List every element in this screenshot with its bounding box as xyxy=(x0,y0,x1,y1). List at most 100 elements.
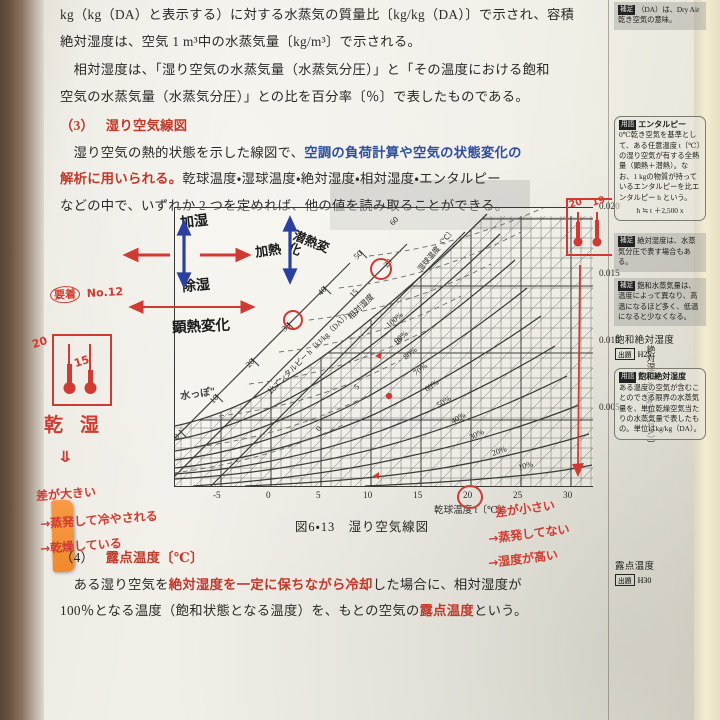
long-red-arrow-svg xyxy=(572,265,584,477)
paragraph-1: kg（kg（DA）と表示する）に対する水蒸気の質量比〔kg/kg（DA）〕で示さ… xyxy=(60,2,600,55)
sidebar-topic-2-exam: 出題 H30 xyxy=(615,573,705,586)
ytick-0015: 0.015 xyxy=(599,268,620,278)
sidebar-note-5: 用語 飽和絶対湿度 ある温度の空気が含むことのできる限界の水蒸気量を、単位乾燥空気… xyxy=(614,368,706,440)
sidebar-note-2: 用語 エンタルピー 0℃乾き空気を基準として、ある任意温度 t〔℃〕の湿り空気が有… xyxy=(614,115,706,222)
sidebar-note-5-heading: 飽和絶対湿度 xyxy=(638,372,687,382)
sidebar-note-2-heading: エンタルピー xyxy=(638,119,687,129)
text-run: という。 xyxy=(473,603,528,618)
sidebar-note-5-tag: 用語 xyxy=(619,372,637,383)
x-axis-title: 乾球温度 t〔℃〕 xyxy=(434,505,508,516)
chart-plot-area: 100% 90% 80% 70% 60% 50% 40% 30% 20% 10%… xyxy=(174,207,593,487)
text-line: 相対湿度は、「湿り空気の水蒸気量（水蒸気分圧）」と「その温度における飽和 xyxy=(60,62,550,77)
sidebar-note-2-head: 用語 エンタルピー xyxy=(619,119,701,131)
ytick-0010: 0.010 xyxy=(599,335,620,345)
red-arrows xyxy=(122,247,256,314)
xtick-m5: -5 xyxy=(213,490,221,500)
enthalpy-label-0: 0 xyxy=(175,431,181,441)
thermometer-dry xyxy=(63,344,76,394)
xtick-25: 25 xyxy=(513,490,523,500)
text-run: 乾球温度・湿球温度・絶対湿度・相対湿度・エンタルピー xyxy=(182,171,501,186)
text-run: 湿り空気の熱的状態を示した線図で、 xyxy=(60,144,305,160)
section-3-line-3: などの中で、いずれか 2 つを定めれば、他の値を読み取ることができる。 xyxy=(60,197,509,213)
thermometer-wet xyxy=(84,344,97,394)
column-divider xyxy=(608,0,609,720)
annot-ref-circle: 要着 xyxy=(49,285,81,304)
thermometer-wet-right xyxy=(592,212,602,247)
annotation-arrows-svg xyxy=(122,215,298,314)
red-marker-1 xyxy=(375,352,382,359)
sidebar-topic-2-badge: 出題 xyxy=(615,573,635,586)
text-run: 100％となる温度（飽和状態となる温度）を、もとの空気の xyxy=(60,603,420,618)
text-run-red: 露点温度 xyxy=(419,603,474,618)
section-3-heading: （3） 湿り空気線図 xyxy=(60,113,600,140)
section-3-number: （3） xyxy=(60,118,95,133)
figure-caption: 図6・13 湿り空気線図 xyxy=(295,520,429,534)
sidebar-topic-2-title: 露点温度 xyxy=(615,561,655,572)
text-run-blue: 空調の負荷計算や空気の状態変化の xyxy=(304,144,522,160)
sidebar-note-2-text: 0℃乾き空気を基準として、ある任意温度 t〔℃〕の湿り空気が有する全熱量（顕熱＋… xyxy=(619,130,700,202)
sidebar-note-2-formula: h ≒ t ＋2,500 x xyxy=(636,206,684,216)
section-3-line-2: 解析に用いられる。乾球温度・湿球温度・絶対湿度・相対湿度・エンタルピー xyxy=(60,166,600,193)
sidebar-note-5-head: 用語 飽和絶対湿度 xyxy=(619,372,701,383)
sidebar-note-1: 補足 （DA）は、Dry Air 乾き空気の意味。 xyxy=(614,2,706,30)
text-line: 絶対湿度は、空気 1 m³中の水蒸気量〔kg/m³〕で示される。 xyxy=(60,33,422,49)
section-4: （4） 露点温度〔℃〕 ある湿り空気を絶対湿度を一定に保ちながら冷却した場合に、… xyxy=(60,545,600,625)
sidebar-note-4-tag: 補足 xyxy=(618,280,636,292)
sidebar-topic-2-exam-code: H30 xyxy=(637,575,652,585)
red-state-points xyxy=(373,352,393,479)
annot-wet-kanji: 湿 xyxy=(80,414,100,436)
sidebar-topic-1-exam-code: H25 xyxy=(637,350,652,360)
red-marker-3 xyxy=(373,472,379,479)
red-marker-2 xyxy=(385,392,393,400)
red-circle-wetbulb xyxy=(370,258,392,280)
ytick-0020: 0.020 xyxy=(599,201,620,211)
xtick-5: 5 xyxy=(316,490,321,500)
sidebar-note-3-text: 絶対湿度は、水蒸気分圧で表す場合もある。 xyxy=(618,236,696,267)
sidebar-note-3: 補足 絶対湿度は、水蒸気分圧で表す場合もある。 xyxy=(614,233,706,272)
main-text-column: kg（kg（DA）と表示する）に対する水蒸気の質量比〔kg/kg（DA）〕で示さ… xyxy=(60,0,656,720)
x-axis-ticks xyxy=(220,478,572,486)
text-run: した場合に、相対湿度が xyxy=(372,576,522,592)
ytick-0005: 0.005 xyxy=(599,402,620,412)
psychrometric-chart: 100% 90% 80% 70% 60% 50% 40% 30% 20% 10%… xyxy=(112,201,656,534)
section-4-title: 露点温度〔℃〕 xyxy=(105,550,204,565)
sidebar-note-3-tag: 補足 xyxy=(618,236,636,247)
sidebar-note-2-tag: 用語 xyxy=(619,119,637,131)
section-4-heading: （4） 露点温度〔℃〕 xyxy=(60,545,600,572)
page-shading xyxy=(330,180,530,230)
rh-label-10: 10% xyxy=(517,460,534,472)
red-circle-xtick-20 xyxy=(457,485,483,509)
wetbulb-label-5: 5 xyxy=(352,382,361,391)
annot-ref-no: No.12 xyxy=(86,285,124,300)
section-3-title: 湿り空気線図 xyxy=(105,118,188,133)
sidebar-notes-column: 補足 （DA）は、Dry Air 乾き空気の意味。 用語 エンタルピー 0℃乾き空気… xyxy=(612,0,708,720)
sidebar-note-1-tag: 補足 xyxy=(618,5,636,16)
thermometer-dry-right xyxy=(573,212,583,247)
xtick-15: 15 xyxy=(413,490,423,500)
rh-curves xyxy=(175,213,593,486)
chart-svg: 100% 90% 80% 70% 60% 50% 40% 30% 20% 10%… xyxy=(175,208,593,486)
section-4-line-1: ある湿り空気を絶対湿度を一定に保ちながら冷却した場合に、相対湿度が xyxy=(60,572,600,599)
xtick-30: 30 xyxy=(563,490,573,500)
paper-surface xyxy=(44,0,720,720)
section-3-line-1: 湿り空気の熱的状態を示した線図で、空調の負荷計算や空気の状態変化の xyxy=(60,140,600,167)
thermometer-sketch-right-svg xyxy=(573,212,602,247)
section-3: （3） 湿り空気線図 湿り空気の熱的状態を示した線図で、空調の負荷計算や空気の状… xyxy=(60,113,600,219)
sidebar-note-4: 補足 飽和水蒸気量は、温度によって異なり、高温になるほど多く、低温になると少なくな… xyxy=(614,277,706,327)
thermometer-sketch-box-right xyxy=(566,198,612,256)
text-run-red: 絶対湿度を一定に保ちながら冷却 xyxy=(168,576,373,592)
thermometer-sketch-box-left xyxy=(52,334,112,406)
sidebar-topic-1-title: 飽和絶対湿度 xyxy=(615,336,675,347)
section-4-number: （4） xyxy=(60,550,95,565)
text-run-red: 解析に用いられる。 xyxy=(60,171,183,186)
thermometer-underline-right xyxy=(566,254,612,256)
sidebar-note-4-text: 飽和水蒸気量は、温度によって異なり、高温になるほど多く、低温になると少なくなる。 xyxy=(618,280,699,321)
paragraph-2: 相対湿度は、「湿り空気の水蒸気量（水蒸気分圧）」と「その温度における飽和 空気の… xyxy=(60,57,600,110)
wetbulb-dashed-lines xyxy=(175,208,544,474)
sidebar-topic-1-badge: 出題 xyxy=(615,348,635,361)
annot-down-arrow-left: ⇓ xyxy=(56,448,75,467)
text-line: kg（kg（DA）と表示する）に対する水蒸気の質量比〔kg/kg（DA）〕で示さ… xyxy=(60,7,575,22)
annot-dry-kanji: 乾 xyxy=(44,414,64,436)
text-line: 空気の水蒸気量（水蒸気分圧）」との比を百分率〔％〕で表したものである。 xyxy=(60,88,529,104)
sidebar-topic-1-exam: 出題 H25 xyxy=(615,348,705,361)
